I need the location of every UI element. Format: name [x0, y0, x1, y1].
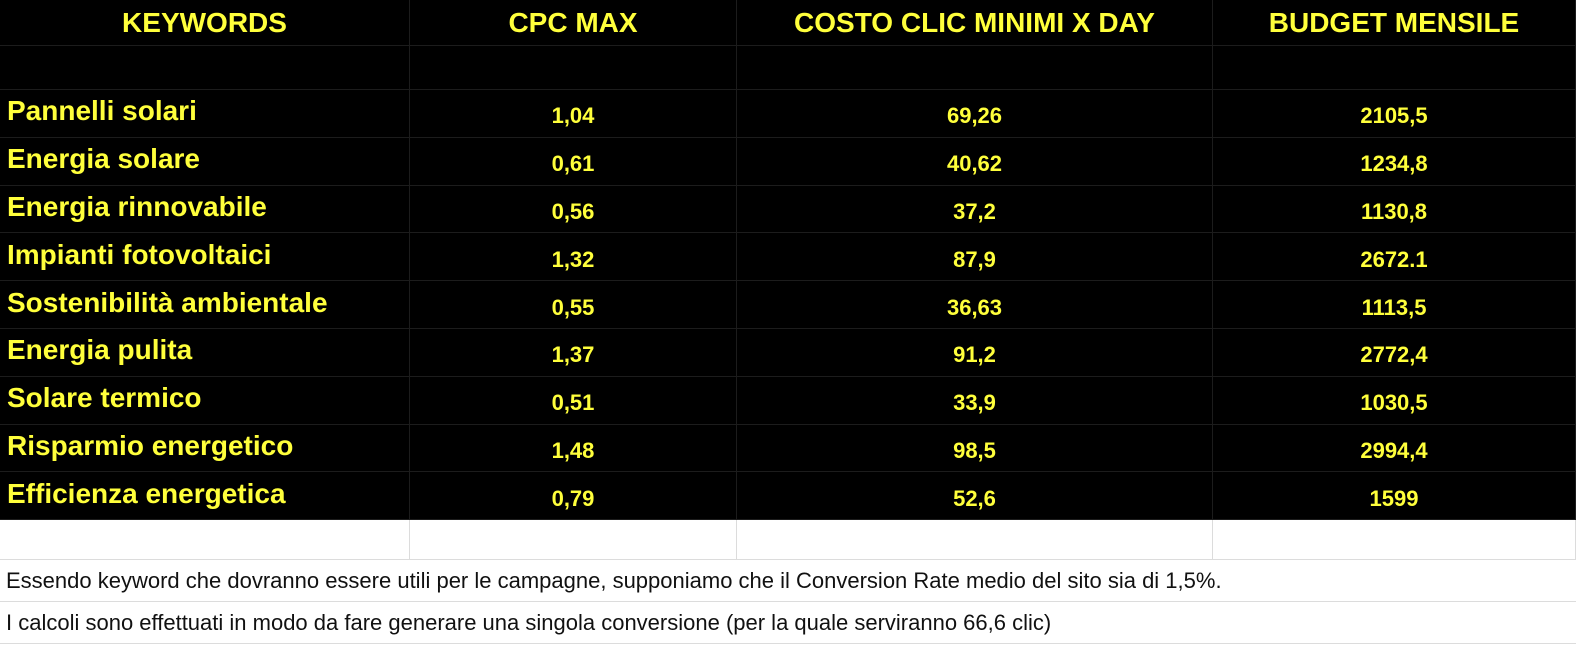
number-cell: 37,2: [737, 185, 1213, 234]
number-cell: 2772,4: [1213, 329, 1576, 377]
empty-cell: [1213, 46, 1576, 90]
number-cell: 40,62: [737, 137, 1213, 186]
number-cell: 1599: [1213, 472, 1576, 521]
number-cell: 69,26: [737, 90, 1213, 138]
number-cell: 1130,8: [1213, 185, 1576, 234]
number-cell: 2672.1: [1213, 233, 1576, 282]
number-cell: 52,6: [737, 472, 1213, 521]
number-cell: 1,32: [410, 233, 737, 282]
number-cell: 1,37: [410, 329, 737, 377]
number-cell: 0,79: [410, 472, 737, 521]
note-text: I calcoli sono effettuati in modo da far…: [0, 602, 1576, 644]
keyword-cell: Energia pulita: [0, 329, 410, 377]
column-header: KEYWORDS: [0, 0, 410, 46]
column-header: BUDGET MENSILE: [1213, 0, 1576, 46]
keyword-cell: Sostenibilità ambientale: [0, 281, 410, 329]
empty-cell: [737, 46, 1213, 90]
empty-cell: [1213, 520, 1576, 560]
number-cell: 87,9: [737, 233, 1213, 282]
number-cell: 0,51: [410, 376, 737, 425]
number-cell: 36,63: [737, 281, 1213, 329]
column-header: COSTO CLIC MINIMI X DAY: [737, 0, 1213, 46]
empty-cell: [410, 46, 737, 90]
number-cell: 2994,4: [1213, 424, 1576, 473]
keyword-cell: Impianti fotovoltaici: [0, 233, 410, 282]
number-cell: 1,48: [410, 424, 737, 473]
keyword-cell: Risparmio energetico: [0, 424, 410, 473]
empty-cell: [0, 520, 410, 560]
keyword-cell: Efficienza energetica: [0, 472, 410, 521]
number-cell: 98,5: [737, 424, 1213, 473]
number-cell: 0,61: [410, 137, 737, 186]
column-header: CPC MAX: [410, 0, 737, 46]
number-cell: 1,04: [410, 90, 737, 138]
number-cell: 0,56: [410, 185, 737, 234]
note-text: Essendo keyword che dovranno essere util…: [0, 560, 1576, 602]
keyword-cell: Energia solare: [0, 137, 410, 186]
number-cell: 1234,8: [1213, 137, 1576, 186]
number-cell: 1030,5: [1213, 376, 1576, 425]
keyword-cell: Energia rinnovabile: [0, 185, 410, 234]
keyword-cell: Pannelli solari: [0, 90, 410, 138]
empty-cell: [410, 520, 737, 560]
empty-cell: [0, 46, 410, 90]
empty-cell: [737, 520, 1213, 560]
number-cell: 0,55: [410, 281, 737, 329]
number-cell: 33,9: [737, 376, 1213, 425]
number-cell: 91,2: [737, 329, 1213, 377]
number-cell: 1113,5: [1213, 281, 1576, 329]
keyword-cell: Solare termico: [0, 376, 410, 425]
number-cell: 2105,5: [1213, 90, 1576, 138]
